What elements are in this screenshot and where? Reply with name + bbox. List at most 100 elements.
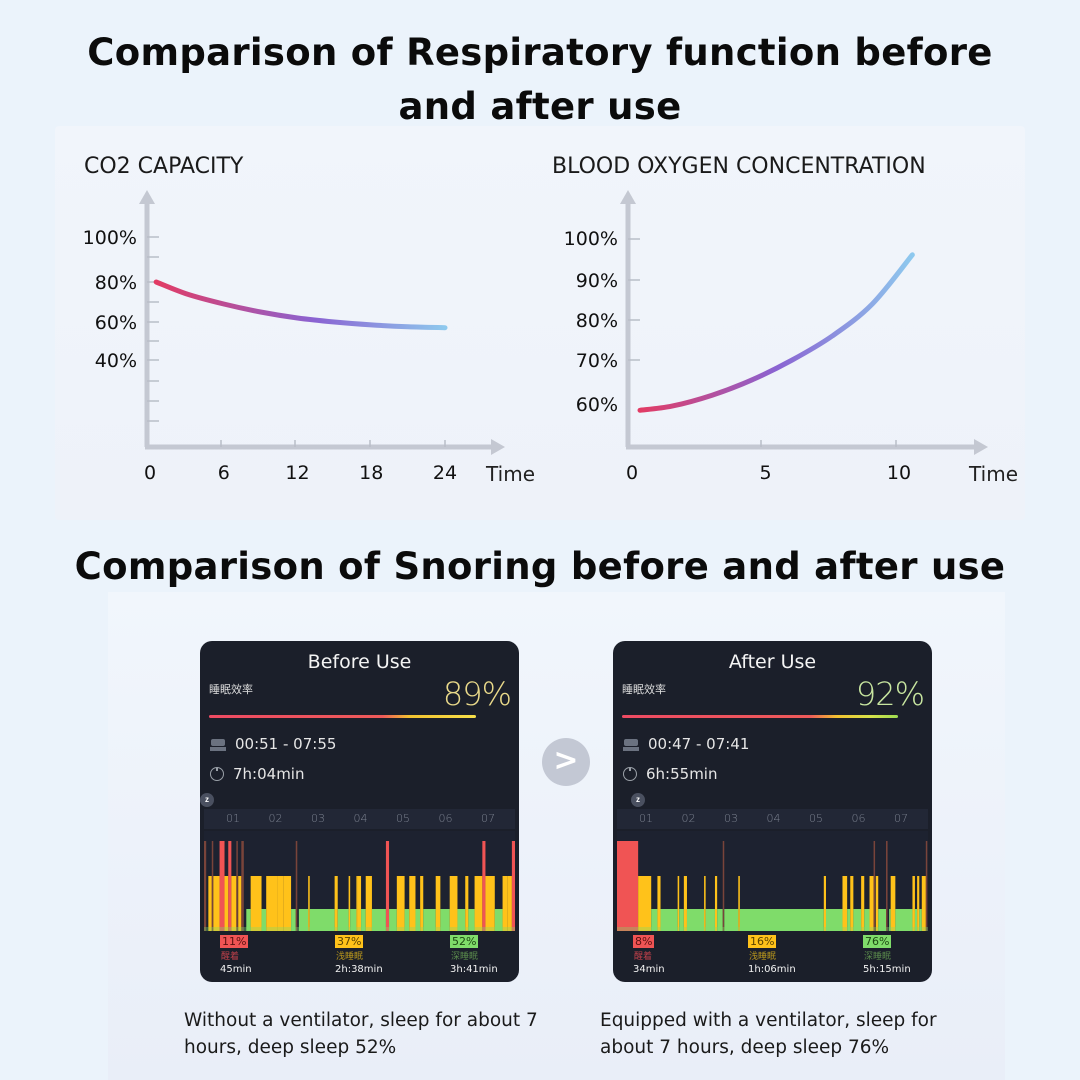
deep-baseline	[617, 927, 928, 931]
light-sleep-segment	[842, 876, 848, 931]
light-sleep-segment	[823, 876, 826, 931]
light-sleep-segment	[917, 876, 920, 931]
bed-icon	[623, 737, 639, 751]
light-sleep-segment	[850, 876, 854, 931]
deep-sleep-segment	[309, 909, 335, 931]
chart-title: CO2 CAPACITY	[84, 154, 244, 179]
y-tick-label: 90%	[576, 270, 618, 292]
sleep-duration: 7h:04min	[233, 765, 305, 783]
deep-sleep-segment	[371, 909, 386, 931]
light-sleep-segment	[224, 876, 229, 931]
awake-segment	[385, 841, 390, 931]
legend-percent: 52%	[450, 935, 479, 948]
legend-stage-name: 深睡眠	[864, 951, 892, 961]
series-line	[153, 279, 448, 331]
respiratory-charts: CO2 CAPACITY 100% 80% 60% 40% 0 6 12 18 24 Time BL…	[83, 154, 1018, 486]
deep-sleep-segment	[261, 909, 267, 931]
legend-stage-name: 醒着	[221, 951, 240, 961]
time-range-row: 00:51 - 07:55	[210, 735, 336, 753]
legend-duration: 34min	[633, 964, 665, 975]
sleep-stage-chart	[204, 831, 515, 931]
deep-sleep-segment	[919, 909, 922, 931]
sleep-efficiency-bar	[622, 715, 898, 718]
legend-item: 37% 浅睡眠 2h:38min	[335, 932, 383, 977]
deep-baseline	[204, 927, 515, 931]
hour-label: 07	[894, 812, 908, 825]
awake-tick	[925, 841, 928, 931]
awake-segment	[511, 841, 515, 931]
hour-label: 04	[766, 812, 781, 825]
respiratory-charts-panel	[55, 126, 1025, 520]
x-axis-arrow	[491, 439, 505, 455]
sleep-stage-legend: 11% 醒着 45min 37% 浅睡眠 2h:38min 52% 深睡眠 3h:41min	[200, 932, 519, 978]
light-sleep-segment	[266, 876, 278, 931]
light-sleep-segment	[396, 876, 405, 931]
awake-tick	[204, 841, 207, 931]
light-sleep-segment	[714, 876, 718, 931]
deep-sleep-segment	[337, 909, 349, 931]
y-tick-label: 80%	[95, 272, 137, 294]
light-sleep-segment	[912, 876, 915, 931]
hour-axis: 01 02 03 04 05 06 07	[204, 809, 515, 829]
light-sleep-segment	[677, 876, 680, 931]
x-tick-label: 0	[626, 462, 638, 484]
awake-tick	[295, 841, 298, 931]
legend-percent: 8%	[633, 935, 655, 948]
legend-duration: 2h:38min	[335, 964, 383, 975]
sleep-efficiency-label: 睡眠效率	[209, 683, 253, 696]
light-sleep-segment	[435, 876, 441, 931]
hour-label: 05	[396, 812, 410, 825]
deep-sleep-segment	[686, 909, 705, 931]
duration-row: 7h:04min	[210, 765, 304, 783]
time-range-row: 00:47 - 07:41	[623, 735, 749, 753]
y-tick-label: 100%	[83, 227, 137, 249]
legend-item: 11% 醒着 45min	[220, 932, 252, 977]
light-sleep-segment	[348, 876, 351, 931]
deep-sleep-segment	[895, 909, 913, 931]
hour-label: 06	[851, 812, 866, 825]
co2-capacity-chart: CO2 CAPACITY 100% 80% 60% 40% 0 6 12 18 24 Time	[83, 154, 535, 486]
deep-sleep-segment	[291, 909, 296, 931]
awake-segment	[228, 841, 232, 931]
deep-sleep-segment	[361, 909, 366, 931]
y-axis-arrow	[139, 190, 155, 204]
awake-tick	[886, 841, 888, 931]
before-use-caption: Without a ventilator, sleep for about 7 …	[184, 1010, 538, 1058]
deep-sleep-segment	[415, 909, 421, 931]
deep-sleep-segment	[825, 909, 843, 931]
legend-percent: 11%	[220, 935, 249, 948]
deep-sleep-segment	[847, 909, 851, 931]
legend-duration: 3h:41min	[450, 964, 498, 975]
sleep-efficiency-value: 89%	[442, 675, 512, 713]
light-sleep-segment	[657, 876, 661, 931]
legend-stage-name: 浅睡眠	[749, 951, 777, 961]
light-sleep-segment	[308, 876, 310, 931]
awake-tick	[236, 841, 238, 931]
x-axis-label: Time	[968, 462, 1018, 486]
light-sleep-segment	[238, 876, 242, 931]
y-tick-label: 70%	[576, 350, 618, 372]
deep-sleep-segment	[717, 909, 723, 931]
light-sleep-segment	[277, 876, 284, 931]
before-use-card: Before Use 睡眠效率 89% 00:51 - 07:55 7h:04m…	[200, 641, 519, 982]
hour-label: 03	[311, 812, 325, 825]
deep-sleep-segment	[494, 909, 503, 931]
legend-stage-name: 深睡眠	[451, 951, 479, 961]
x-tick-label: 18	[359, 462, 383, 484]
deep-sleep-segment	[651, 909, 658, 931]
light-sleep-segment	[704, 876, 706, 931]
light-sleep-segment	[875, 876, 879, 931]
light-sleep-segment	[507, 876, 512, 931]
hour-label: 02	[681, 812, 696, 825]
legend-item: 76% 深睡眠 5h:15min	[863, 932, 911, 977]
next-arrow-icon: >	[542, 738, 590, 786]
y-tick-label: 100%	[564, 228, 618, 250]
light-sleep-segment	[869, 876, 874, 931]
legend-percent: 16%	[748, 935, 777, 948]
deep-sleep-segment	[440, 909, 450, 931]
hour-label: 06	[438, 812, 453, 825]
after-use-caption: Equipped with a ventilator, sleep for ab…	[600, 1010, 937, 1058]
light-sleep-segment	[738, 876, 740, 931]
deep-sleep-segment	[705, 909, 715, 931]
deep-sleep-segment	[389, 909, 397, 931]
